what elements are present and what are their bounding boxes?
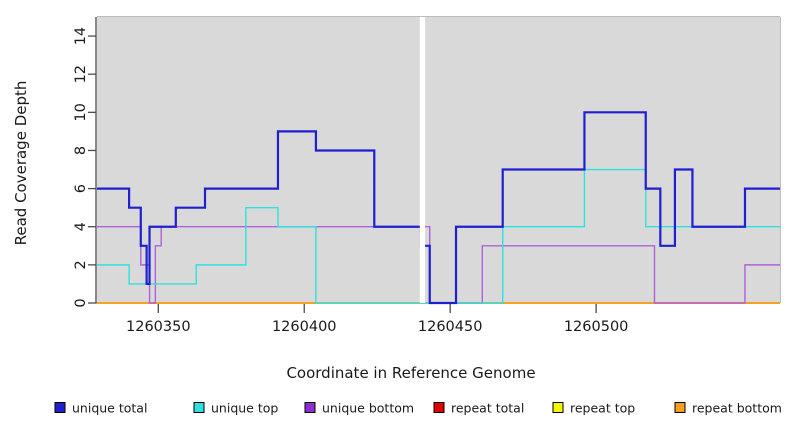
y-axis-title: Read Coverage Depth xyxy=(12,81,30,246)
plot-area-background xyxy=(97,17,780,303)
legend-swatch-icon xyxy=(433,402,445,413)
y-tick-label: 6 xyxy=(73,184,89,193)
y-tick-label: 8 xyxy=(73,146,89,155)
legend-item-repeat-total[interactable]: repeat total xyxy=(433,401,524,416)
y-tick-label: 10 xyxy=(73,103,89,121)
legend-label: repeat top xyxy=(570,401,635,416)
x-axis-ticks: 1260350 1260400 1260450 1260500 xyxy=(126,304,628,335)
y-tick-label: 0 xyxy=(73,298,89,307)
legend-item-unique-bottom[interactable]: unique bottom xyxy=(304,401,414,416)
y-tick-label: 4 xyxy=(73,222,89,231)
series-line-unique-total xyxy=(97,111,780,305)
legend-label: repeat total xyxy=(451,401,524,416)
plot-background xyxy=(97,17,780,303)
y-axis-ticks: 0 2 4 6 8 10 12 14 xyxy=(73,27,96,308)
legend-swatch-icon xyxy=(54,402,66,413)
legend-item-unique-total[interactable]: unique total xyxy=(54,401,147,416)
y-tick-label: 12 xyxy=(73,65,89,83)
legend-swatch-icon xyxy=(304,402,316,413)
legend-swatch-icon xyxy=(193,402,205,413)
series-line-unique-top xyxy=(97,168,780,304)
legend-label: repeat bottom xyxy=(692,401,782,416)
data-series xyxy=(97,111,780,305)
legend-swatch-icon xyxy=(552,402,564,413)
y-tick-label: 2 xyxy=(73,260,89,269)
x-tick-label: 1260400 xyxy=(272,319,337,335)
legend-label: unique bottom xyxy=(322,401,414,416)
x-axis-title: Coordinate in Reference Genome xyxy=(286,364,535,382)
legend-item-repeat-bottom[interactable]: repeat bottom xyxy=(674,401,782,416)
legend-swatch-icon xyxy=(674,402,686,413)
x-tick-label: 1260350 xyxy=(126,319,191,335)
zero-coverage-gap xyxy=(419,17,426,303)
legend-label: unique top xyxy=(211,401,278,416)
x-tick-label: 1260500 xyxy=(564,319,629,335)
legend-item-unique-top[interactable]: unique top xyxy=(193,401,278,416)
x-tick-label: 1260450 xyxy=(418,319,483,335)
legend-label: unique total xyxy=(72,401,147,416)
coverage-gap-band xyxy=(419,17,426,303)
y-tick-label: 14 xyxy=(73,27,89,45)
legend-item-repeat-top[interactable]: repeat top xyxy=(552,401,635,416)
chart-legend: unique total unique top unique bottom repea… xyxy=(54,401,782,416)
